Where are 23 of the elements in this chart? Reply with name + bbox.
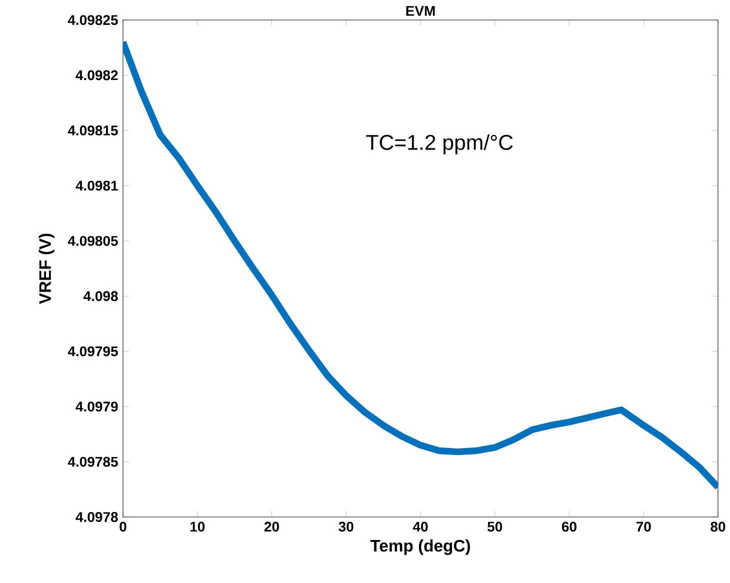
y-tick-label: 4.098 xyxy=(83,291,118,302)
x-tick-label: 60 xyxy=(562,522,576,532)
x-tick-label: 80 xyxy=(710,522,726,532)
y-tick-label: 4.09825 xyxy=(68,15,118,25)
y-axis-title: VREF (V) xyxy=(38,234,54,304)
y-tick-label: 4.09795 xyxy=(68,346,118,356)
x-tick-label: 30 xyxy=(338,522,354,532)
annotation: TC=1.2 ppm/°C xyxy=(366,134,513,154)
x-tick-label: 70 xyxy=(636,522,651,532)
y-tick-label: 4.0978 xyxy=(76,512,118,522)
y-tick-label: 4.09805 xyxy=(68,236,118,246)
x-tick-label: 50 xyxy=(488,522,502,532)
y-tick-label: 4.0979 xyxy=(76,402,118,412)
x-tick-label: 20 xyxy=(264,522,279,532)
x-tick-label: 40 xyxy=(412,522,428,532)
y-tick-label: 4.09785 xyxy=(68,456,118,467)
x-axis-title: Temp (degC) xyxy=(370,539,470,555)
chart-title: EVM xyxy=(406,6,435,16)
y-tick-label: 4.0981 xyxy=(76,180,118,191)
x-tick-label: 0 xyxy=(120,522,126,532)
y-tick-label: 4.09815 xyxy=(68,126,118,136)
y-tick-label: 4.0982 xyxy=(76,70,118,80)
x-tick-label: 10 xyxy=(190,522,205,532)
